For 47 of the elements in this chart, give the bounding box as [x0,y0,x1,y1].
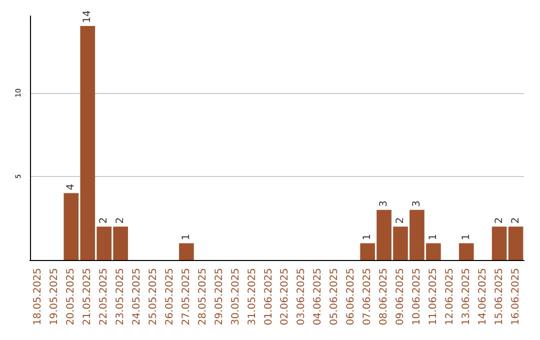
x-tick-label: 05.06.2025 [329,268,340,326]
data-label: 1 [362,234,374,240]
bar [492,226,507,260]
data-label: 3 [411,200,422,207]
x-tick-label: 16.06.2025 [510,268,522,326]
x-tick-label: 10.06.2025 [411,268,422,326]
x-tick-label: 08.06.2025 [378,268,390,326]
bar [458,243,474,260]
bar [508,226,524,260]
data-label: 2 [510,217,522,224]
x-tick-label: 11.06.2025 [428,268,439,326]
x-tick-label: 20.05.2025 [66,268,77,326]
data-label: 2 [494,217,505,224]
data-label: 1 [460,234,472,240]
x-tick-label: 14.06.2025 [477,268,488,326]
x-tick-label: 19.05.2025 [49,268,60,326]
x-tick-label: 23.05.2025 [115,268,126,326]
x-tick-label: 26.05.2025 [164,268,176,326]
x-tick-label: 12.06.2025 [444,268,456,326]
x-tick-label: 29.05.2025 [214,268,225,326]
x-tick-label: 06.06.2025 [346,268,357,326]
x-tick-label: 09.06.2025 [395,268,406,326]
x-tick-label: 04.06.2025 [312,268,324,326]
x-tick-label: 03.06.2025 [296,268,308,326]
x-tick-label: 02.06.2025 [280,268,291,326]
x-tick-label: 22.05.2025 [98,268,110,326]
data-label: 3 [378,200,390,207]
x-tick-label: 28.05.2025 [197,268,208,326]
data-label: 1 [428,234,439,240]
x-tick-label: 30.05.2025 [230,268,242,326]
x-tick-label: 21.05.2025 [82,268,94,326]
x-tick-label: 01.06.2025 [263,268,274,326]
x-tick-label: 18.05.2025 [32,268,44,326]
x-tick-label: 27.05.2025 [180,268,192,326]
x-tick-label: 24.05.2025 [132,268,143,326]
data-label: 2 [115,217,126,224]
data-label: 4 [66,184,77,190]
data-label: 2 [395,217,406,224]
x-tick-label: 25.05.2025 [148,268,159,326]
data-label: 14 [82,10,94,24]
data-label: 2 [98,217,110,224]
data-label: 1 [180,234,192,240]
x-tick-label: 31.05.2025 [246,268,258,326]
x-tick-label: 07.06.2025 [362,268,374,326]
x-tick-label: 15.06.2025 [494,268,505,326]
bar [179,243,194,260]
x-tick-label: 13.06.2025 [460,268,472,326]
